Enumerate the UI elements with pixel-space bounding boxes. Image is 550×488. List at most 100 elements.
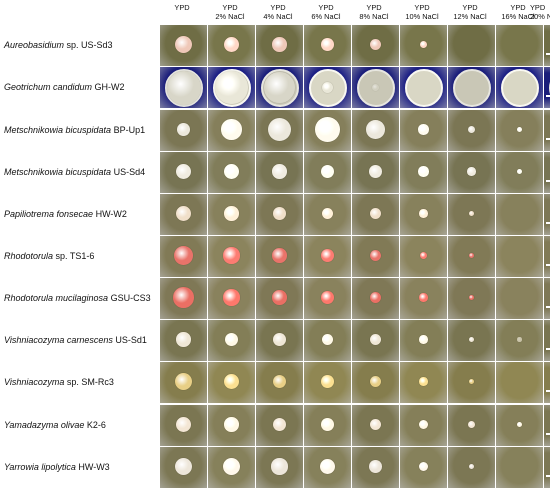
yeast-colony: [320, 459, 335, 474]
plate-cell: [208, 25, 255, 66]
plate-cell: [544, 405, 550, 446]
plate-cell: [256, 320, 303, 361]
plate-cell: [496, 194, 543, 235]
plate-cell: [496, 152, 543, 193]
strain-species: Papiliotrema fonsecae: [4, 209, 93, 219]
yeast-colony: [223, 458, 240, 475]
yeast-colony: [469, 379, 475, 385]
plate-cell: [208, 278, 255, 319]
yeast-colony: [321, 375, 334, 388]
strain-species: Metschnikowia bicuspidata: [4, 125, 111, 135]
petri-dish: [405, 69, 443, 107]
column-header-salt: 8% NaCl: [351, 12, 397, 21]
plate-cell: [544, 278, 550, 319]
yeast-colony: [224, 417, 238, 431]
yeast-colony: [176, 332, 190, 346]
yeast-colony: [370, 334, 381, 345]
plate-cell: [448, 67, 495, 108]
yeast-colony: [175, 36, 192, 53]
plate-cell: [160, 320, 207, 361]
strain-label: Geotrichum candidum GH-W2: [4, 80, 125, 94]
yeast-colony: [272, 248, 286, 262]
plate-cell: [256, 67, 303, 108]
yeast-colony: [419, 420, 428, 429]
plate-cell: [448, 447, 495, 488]
plate-cell: [304, 236, 351, 277]
plate-cell: [400, 25, 447, 66]
yeast-colony: [370, 376, 382, 388]
yeast-colony: [215, 71, 247, 103]
yeast-colony: [272, 164, 286, 178]
scale-bar: [546, 222, 550, 224]
plate-cell: [160, 110, 207, 151]
yeast-colony: [167, 71, 201, 105]
yeast-colony: [420, 41, 428, 49]
plate-cell: [448, 278, 495, 319]
scale-bar: [546, 180, 550, 182]
yeast-colony: [225, 333, 239, 347]
plate-cell: [352, 362, 399, 403]
yeast-colony: [419, 293, 428, 302]
plate-cell: [400, 447, 447, 488]
plate-cell: [256, 447, 303, 488]
yeast-colony: [174, 246, 193, 265]
petri-dish: [453, 69, 491, 107]
strain-id: sp. SM-Rc3: [64, 377, 114, 387]
strain-id: US-Sd4: [111, 167, 145, 177]
column-header-salt: 4% NaCl: [255, 12, 301, 21]
yeast-colony: [370, 208, 381, 219]
yeast-colony: [321, 418, 334, 431]
plate-cell: [352, 405, 399, 446]
plate-cell: [304, 194, 351, 235]
yeast-colony: [321, 291, 334, 304]
yeast-colony: [467, 167, 476, 176]
plate-cell: [208, 447, 255, 488]
plate-cell: [208, 320, 255, 361]
yeast-colony: [176, 206, 191, 221]
plate-cell: [352, 278, 399, 319]
strain-id: US-Sd1: [113, 335, 147, 345]
plate-cell: [400, 362, 447, 403]
plate-cell: [448, 320, 495, 361]
strain-species: Yarrowia lipolytica: [4, 462, 76, 472]
yeast-colony: [469, 295, 475, 301]
plate-cell: [352, 447, 399, 488]
plate-cell: [448, 236, 495, 277]
yeast-colony: [224, 37, 239, 52]
strain-species: Yamadazyma olivae: [4, 420, 84, 430]
plate-cell: [448, 152, 495, 193]
strain-label: Papiliotrema fonsecae HW-W2: [4, 207, 127, 221]
plate-cell: [544, 152, 550, 193]
column-header-medium: YPD: [399, 3, 445, 12]
yeast-colony: [315, 117, 340, 142]
plate-cell: [544, 236, 550, 277]
plate-cell: [256, 405, 303, 446]
strain-id: GSU-CS3: [108, 293, 151, 303]
strain-id: HW-W2: [93, 209, 127, 219]
column-header-medium: YPD: [447, 3, 493, 12]
yeast-colony: [321, 38, 334, 51]
yeast-colony: [372, 84, 379, 91]
yeast-colony: [419, 335, 428, 344]
plate-cell: [160, 447, 207, 488]
plate-cell: [304, 362, 351, 403]
strain-species: Rhodotorula mucilaginosa: [4, 293, 108, 303]
strain-id: GH-W2: [92, 82, 125, 92]
plate-cell: [544, 447, 550, 488]
plate-cell: [496, 447, 543, 488]
yeast-colony: [271, 458, 287, 474]
strain-label: Vishniacozyma sp. SM-Rc3: [4, 375, 114, 389]
plate-cell: [352, 67, 399, 108]
yeast-colony: [272, 37, 286, 51]
scale-bar: [546, 95, 550, 97]
plate-cell: [496, 405, 543, 446]
scale-bar: [546, 475, 550, 477]
plate-cell: [256, 25, 303, 66]
